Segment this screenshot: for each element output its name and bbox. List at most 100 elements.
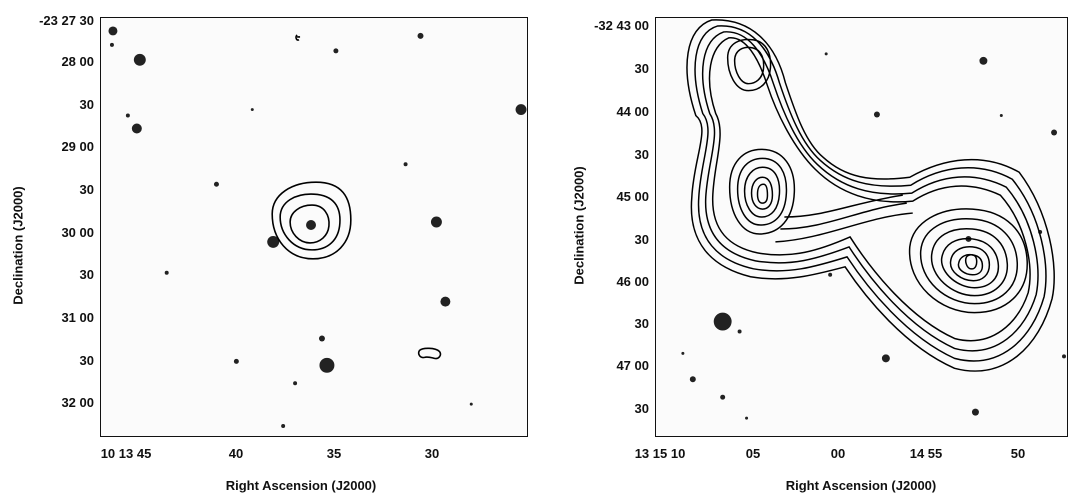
contour [733, 46, 765, 85]
y-tick-label: 46 00 [616, 274, 649, 289]
y-axis-label: Declination (J2000) [571, 166, 587, 285]
contour [743, 166, 781, 218]
star [403, 162, 408, 167]
star [133, 53, 146, 66]
y-tick-label: 28 00 [61, 54, 94, 69]
star [233, 358, 239, 364]
contour [949, 246, 991, 282]
y-axis-label: Declination (J2000) [10, 186, 26, 305]
contour [919, 218, 1018, 305]
right-panel: -32 43 00 30 44 00 30 45 00 30 46 00 30 … [534, 0, 1068, 496]
contour [726, 38, 772, 92]
y-tick-label: 47 00 [616, 358, 649, 373]
contour [940, 237, 1000, 289]
star [318, 335, 325, 342]
star [417, 32, 424, 39]
contour [279, 193, 341, 251]
y-tick-label: 30 [79, 97, 94, 112]
star [430, 216, 442, 228]
contour [728, 148, 796, 235]
y-tick-label: 30 [79, 182, 94, 197]
y-tick-label: -23 27 30 [39, 13, 94, 28]
star [281, 424, 286, 429]
star [250, 108, 254, 112]
star [689, 376, 696, 383]
star [515, 104, 527, 116]
contour [909, 208, 1028, 314]
star [971, 408, 979, 416]
y-tick-label: -32 43 00 [594, 18, 649, 33]
contour [750, 176, 774, 210]
x-tick-label: 00 [830, 446, 846, 461]
y-tick-label: 30 00 [61, 225, 94, 240]
star [824, 52, 828, 56]
y-tick-label: 44 00 [616, 104, 649, 119]
x-tick-label: 10 13 45 [100, 446, 152, 461]
y-tick-label: 32 00 [61, 395, 94, 410]
contour [295, 34, 301, 41]
star [1062, 354, 1067, 359]
star [213, 181, 219, 187]
star [737, 329, 742, 334]
right-image-overlay [681, 19, 1067, 420]
star [999, 114, 1003, 118]
y-tick-label: 30 [634, 401, 649, 416]
y-tick-label: 30 [79, 267, 94, 282]
left-plot-area [100, 17, 528, 437]
star [713, 312, 732, 331]
star [131, 123, 142, 134]
star [979, 56, 988, 65]
star [125, 113, 130, 118]
x-tick-label: 13 15 10 [634, 446, 686, 461]
x-tick-label: 35 [326, 446, 342, 461]
contour [756, 183, 769, 204]
x-axis-label: Right Ascension (J2000) [225, 478, 377, 493]
y-tick-label: 45 00 [616, 189, 649, 204]
y-tick-label: 29 00 [61, 139, 94, 154]
y-tick-label: 30 [634, 232, 649, 247]
contour [780, 202, 907, 230]
contour [775, 212, 913, 243]
y-tick-label: 30 [634, 61, 649, 76]
x-tick-label: 40 [228, 446, 244, 461]
star [108, 26, 118, 36]
contour [964, 254, 978, 270]
contour [417, 347, 442, 360]
y-tick-label: 31 00 [61, 310, 94, 325]
star [873, 111, 880, 118]
star [319, 357, 335, 373]
left-image-overlay [108, 26, 527, 429]
star [469, 402, 473, 406]
contour [702, 31, 1039, 352]
y-tick-label: 30 [634, 147, 649, 162]
x-tick-label: 14 55 [909, 446, 943, 461]
right-plot-area [655, 17, 1068, 437]
star [1051, 129, 1058, 136]
left-stars [108, 26, 527, 429]
star [109, 42, 114, 47]
contour [930, 228, 1009, 297]
y-tick-label: 30 [634, 316, 649, 331]
contour [271, 181, 352, 260]
x-axis-label: Right Ascension (J2000) [785, 478, 937, 493]
star [440, 296, 451, 307]
star [267, 235, 280, 248]
contour [694, 25, 1047, 362]
left-radio-contours [271, 34, 442, 360]
star [333, 48, 339, 54]
x-tick-label: 05 [745, 446, 761, 461]
y-tick-label: 30 [79, 353, 94, 368]
star [720, 394, 726, 400]
star [681, 351, 685, 355]
contour [784, 194, 903, 218]
x-tick-label: 50 [1010, 446, 1026, 461]
contour [957, 253, 984, 276]
left-panel: -23 27 30 28 00 30 29 00 30 30 00 30 31 … [10, 13, 528, 493]
contour [736, 157, 788, 226]
contour [289, 204, 330, 244]
star [881, 354, 890, 363]
star [306, 220, 316, 230]
star [828, 272, 833, 277]
contour [708, 37, 1031, 342]
right-stars [681, 52, 1067, 420]
